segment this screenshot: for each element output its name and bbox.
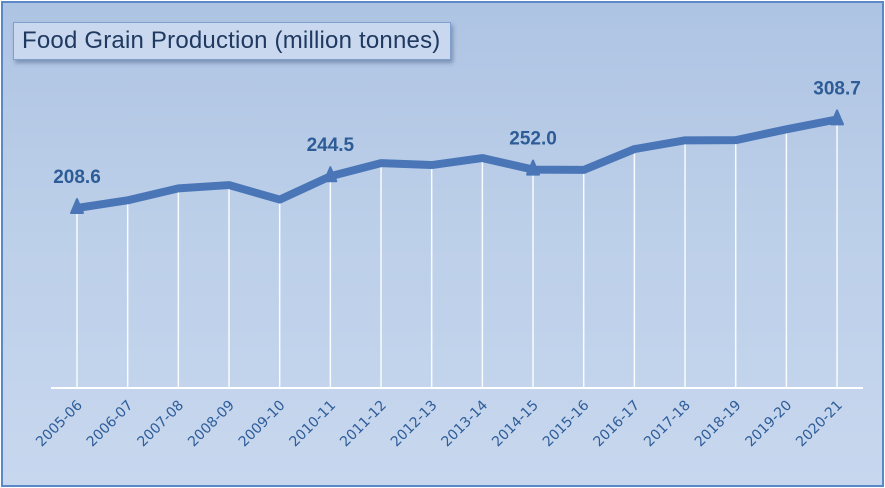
x-tick-label: 2009-10 bbox=[236, 398, 289, 451]
x-tick-label: 2015-16 bbox=[540, 397, 593, 450]
x-tick-label: 2020-21 bbox=[793, 398, 846, 451]
x-tick-labels: 2005-062006-072007-082008-092009-102010-… bbox=[33, 397, 846, 450]
x-tick-label: 2017-18 bbox=[641, 398, 694, 451]
x-tick-label: 2006-07 bbox=[84, 398, 137, 451]
chart-title: Food Grain Production (million tonnes) bbox=[22, 27, 441, 54]
data-marker bbox=[526, 159, 541, 176]
x-tick-label: 2005-06 bbox=[33, 397, 86, 450]
chart-title-box: Food Grain Production (million tonnes) bbox=[13, 22, 452, 60]
data-labels: 208.6 244.5 252.0 308.7 bbox=[53, 78, 861, 188]
x-tick-label: 2012-13 bbox=[388, 398, 441, 451]
data-marker bbox=[70, 198, 84, 214]
data-label: 208.6 bbox=[53, 167, 101, 188]
x-tick-label: 2007-08 bbox=[134, 398, 187, 451]
x-tick-label: 2008-09 bbox=[185, 398, 238, 451]
x-tick-label: 2014-15 bbox=[489, 398, 542, 451]
data-marker bbox=[830, 109, 845, 126]
data-markers bbox=[70, 109, 845, 214]
x-tick-label: 2011-12 bbox=[337, 398, 390, 451]
data-label: 244.5 bbox=[307, 135, 355, 156]
x-tick-label: 2016-17 bbox=[591, 398, 644, 451]
line-chart: 208.6 244.5 252.0 308.7 2005-062006-072007-… bbox=[33, 78, 863, 450]
x-tick-label: 2019-20 bbox=[743, 398, 796, 451]
series-line bbox=[73, 115, 842, 212]
data-marker bbox=[323, 166, 338, 183]
data-label: 252.0 bbox=[509, 129, 557, 150]
x-tick-label: 2018-19 bbox=[692, 398, 745, 451]
x-tick-label: 2010-11 bbox=[286, 398, 339, 451]
gridlines bbox=[76, 119, 838, 388]
x-tick-label: 2013-14 bbox=[439, 397, 492, 450]
data-label: 308.7 bbox=[813, 78, 861, 99]
